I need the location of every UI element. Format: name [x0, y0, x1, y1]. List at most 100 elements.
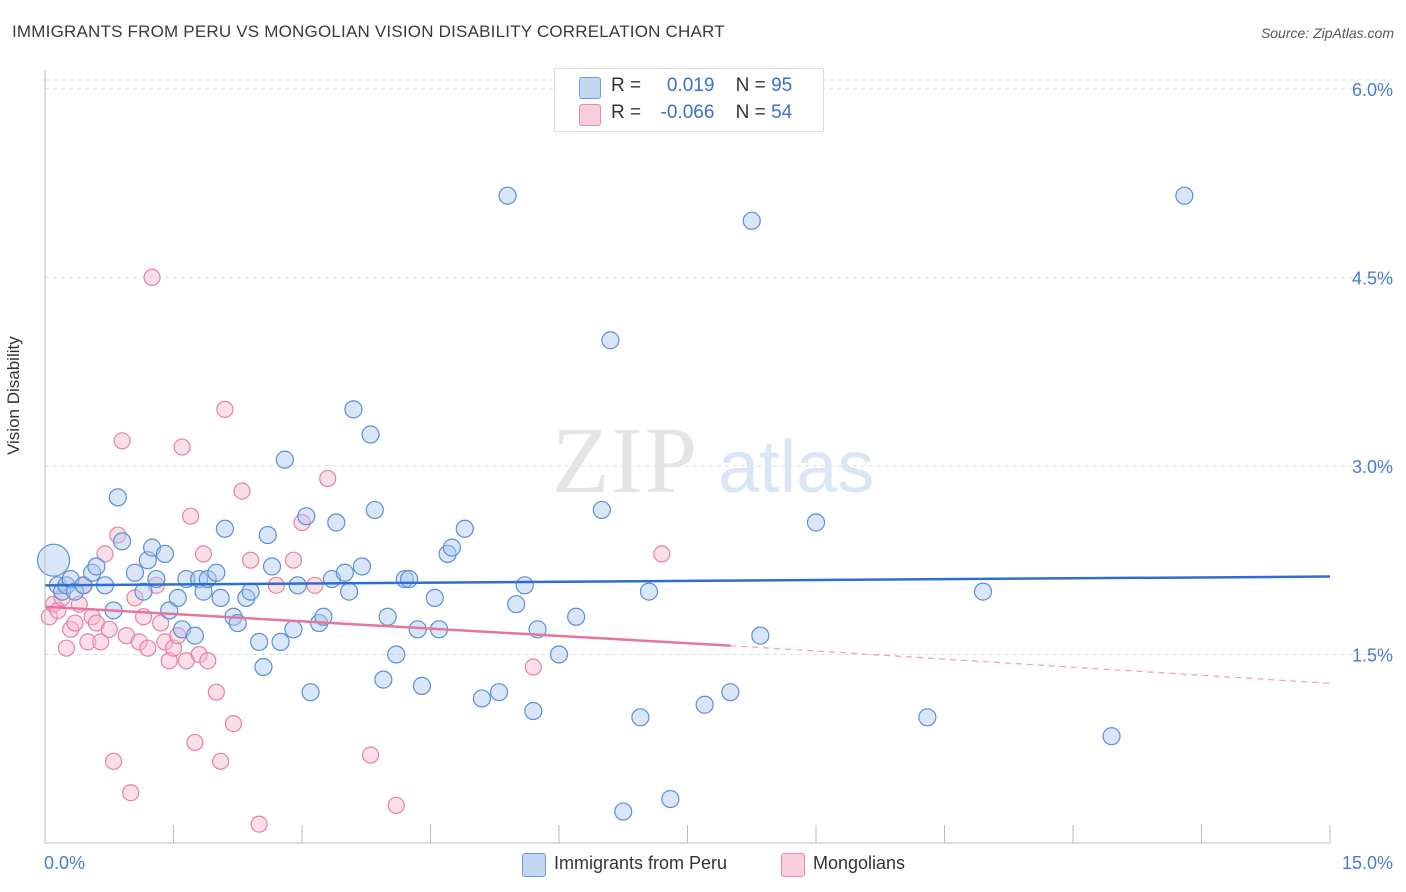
legend-swatch-mongolians	[579, 104, 601, 126]
legend-n-label-peru: N =	[735, 75, 766, 96]
legend-r-value-mongolians: -0.066	[660, 102, 715, 123]
peru-point	[211, 588, 230, 608]
peru-point	[489, 683, 509, 702]
peru-point	[125, 563, 145, 582]
peru-points	[36, 186, 1194, 821]
peru-point	[155, 544, 175, 564]
peru-point	[340, 582, 359, 601]
peru-point	[284, 620, 303, 639]
mongolians-point	[100, 620, 118, 638]
x-tick-label-max: 15.0%	[1342, 853, 1393, 873]
y-tick-label: 1.5%	[1352, 645, 1393, 665]
peru-point	[592, 500, 611, 520]
mongolians-point	[130, 633, 148, 651]
peru-point	[399, 569, 419, 589]
peru-point	[614, 802, 633, 821]
peru-point	[374, 670, 393, 689]
peru-point	[425, 588, 444, 608]
chart-title: IMMIGRANTS FROM PERU VS MONGOLIAN VISION…	[12, 22, 725, 41]
peru-point	[695, 695, 714, 714]
peru-point	[472, 689, 491, 708]
mongolians-point	[387, 796, 405, 814]
watermark-atlas: atlas	[718, 425, 874, 508]
y-tick-label: 6.0%	[1352, 80, 1393, 100]
peru-point	[275, 450, 294, 469]
peru-point	[352, 557, 372, 576]
mongolians-point	[66, 614, 84, 632]
peru-point	[112, 532, 132, 551]
mongolians-point	[194, 545, 213, 563]
peru-point	[262, 557, 282, 576]
mongolians-point	[92, 633, 110, 651]
peru-point	[288, 576, 307, 595]
legend-r-value-peru: 0.019	[666, 75, 715, 96]
peru-point	[250, 632, 269, 651]
mongolians-point	[190, 645, 208, 664]
y-tick-label: 3.0%	[1352, 457, 1393, 477]
legend-n-label-mongolians: N =	[735, 102, 766, 123]
legend-r-label-mongolians: R =	[611, 102, 642, 123]
legend-swatch-mongolians-bottom	[781, 853, 805, 877]
watermark-zip: ZIP	[552, 409, 699, 513]
peru-point	[108, 488, 127, 507]
peru-point	[36, 543, 71, 577]
mongolians-point	[233, 482, 251, 500]
peru-point	[806, 513, 826, 532]
mongolians-point	[96, 545, 114, 563]
peru-point	[87, 557, 106, 576]
peru-point	[661, 789, 680, 809]
peru-point	[751, 626, 770, 645]
peru-point	[1102, 727, 1121, 746]
mongolians-point	[104, 752, 123, 770]
axes: 1.5% 3.0% 4.5% 6.0%	[44, 70, 1393, 844]
mongolians-points	[40, 268, 671, 833]
peru-point	[721, 683, 740, 702]
peru-point	[507, 595, 526, 614]
peru-point	[327, 513, 346, 532]
peru-point	[134, 582, 153, 601]
peru-point	[215, 519, 234, 538]
peru-point	[254, 657, 273, 677]
peru-point	[168, 588, 187, 608]
peru-point	[335, 563, 354, 582]
mongolians-point	[267, 576, 285, 594]
x-tick-label-min: 0.0%	[44, 853, 85, 873]
grid-layer	[45, 79, 1392, 655]
watermark: ZIP atlas	[552, 409, 874, 513]
mongolians-point	[306, 576, 324, 594]
peru-point	[412, 676, 432, 695]
legend-n-value-mongolians: 54	[771, 102, 793, 123]
peru-point	[271, 632, 290, 651]
mongolians-trend-extension	[730, 645, 1331, 684]
peru-point	[498, 186, 517, 205]
legend-label-mongolians: Mongolians	[813, 853, 906, 873]
peru-point	[378, 607, 397, 626]
peru-point	[639, 582, 659, 601]
mongolians-point	[113, 432, 131, 450]
mongolians-point	[653, 545, 671, 563]
peru-point	[387, 645, 406, 664]
mongolians-trend-line	[44, 605, 731, 647]
mongolians-point	[79, 633, 97, 651]
peru-point	[442, 538, 462, 557]
mongolians-point	[57, 639, 76, 657]
mongolians-point	[182, 507, 200, 525]
legend-n-value-peru: 95	[771, 75, 793, 96]
trend-lines	[44, 575, 1331, 684]
peru-point	[567, 607, 586, 626]
peru-point	[314, 607, 333, 626]
peru-point	[301, 683, 320, 702]
peru-point	[601, 331, 620, 350]
mongolians-point	[524, 658, 542, 676]
legend-swatch-peru	[579, 77, 601, 99]
mongolians-point	[143, 268, 161, 286]
mongolians-point	[152, 614, 170, 632]
peru-point	[524, 701, 543, 721]
peru-point	[361, 425, 380, 444]
mongolians-point	[186, 733, 204, 752]
mongolians-point	[122, 784, 140, 802]
mongolians-point	[242, 551, 260, 569]
peru-point	[549, 645, 569, 664]
peru-point	[631, 708, 650, 727]
legend-swatch-peru-bottom	[522, 853, 546, 877]
